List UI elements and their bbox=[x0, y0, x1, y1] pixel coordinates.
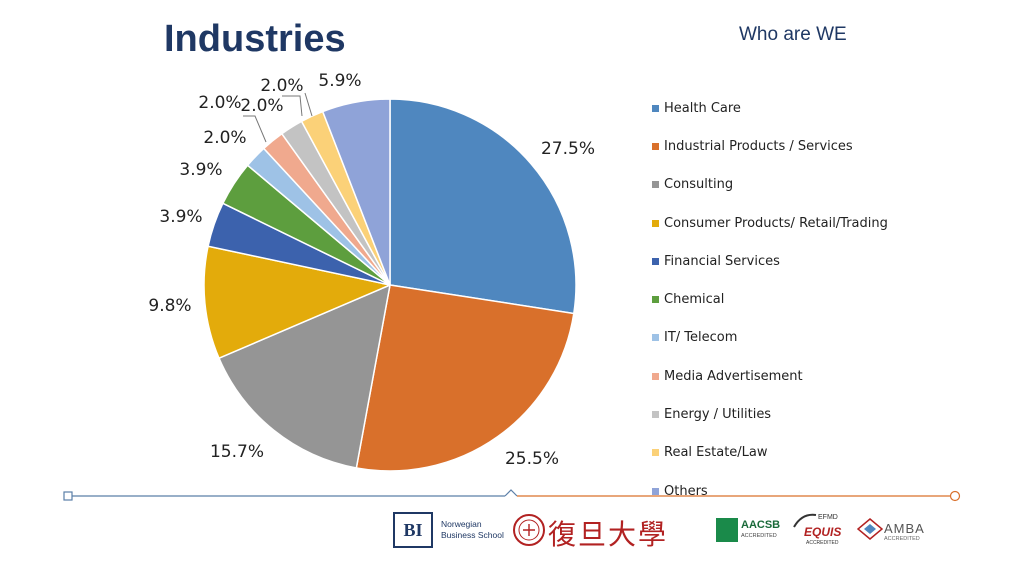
data-label-consumer-products-retail-trading: 9.8% bbox=[148, 296, 191, 316]
legend-label: Energy / Utilities bbox=[664, 407, 772, 423]
data-label-real-estate-law: 2.0% bbox=[260, 76, 303, 96]
legend-label: Media Advertisement bbox=[664, 368, 803, 384]
divider-end-circle bbox=[949, 490, 961, 502]
legend-swatch bbox=[652, 296, 659, 304]
pie-slice-consumer-products-retail-trading bbox=[203, 245, 393, 360]
legend-swatch bbox=[652, 487, 659, 495]
legend-swatch bbox=[652, 411, 659, 419]
legend-item-consulting: Consulting bbox=[652, 166, 888, 204]
legend-swatch bbox=[652, 104, 659, 112]
legend-item-financial-services: Financial Services bbox=[652, 242, 888, 280]
data-label-energy-utilities: 2.0% bbox=[198, 93, 241, 113]
equis-efmd-text: EFMD bbox=[818, 514, 838, 521]
data-label-media-advertisement: 2.0% bbox=[240, 96, 283, 116]
legend-item-it-telecom: IT/ Telecom bbox=[652, 319, 888, 357]
data-label-industrial-products-services: 25.5% bbox=[505, 449, 559, 469]
leader-line bbox=[282, 95, 303, 117]
legend-item-health-care: Health Care bbox=[652, 89, 888, 127]
fudan-seal-icon bbox=[513, 514, 545, 546]
legend-label: Industrial Products / Services bbox=[664, 138, 853, 154]
legend-label: Real Estate/Law bbox=[664, 445, 768, 461]
legend-item-real-estate-law: Real Estate/Law bbox=[652, 434, 888, 472]
bi-logo: BI bbox=[393, 512, 433, 548]
amba-logo-text: AMBA bbox=[884, 521, 925, 536]
legend-label: Chemical bbox=[664, 292, 725, 308]
data-label-others: 5.9% bbox=[318, 71, 361, 91]
data-label-chemical: 3.9% bbox=[179, 160, 222, 180]
legend-swatch bbox=[652, 372, 659, 380]
legend-label: Consulting bbox=[664, 177, 734, 193]
legend-label: Others bbox=[664, 483, 708, 499]
pie-slice-health-care bbox=[389, 98, 577, 315]
leader-line bbox=[243, 115, 267, 143]
pie-slice-others bbox=[321, 98, 391, 286]
legend-item-consumer-products-retail-trading: Consumer Products/ Retail/Trading bbox=[652, 204, 888, 242]
section-tagline: Who are WE bbox=[739, 24, 847, 45]
legend-label: Consumer Products/ Retail/Trading bbox=[664, 215, 888, 231]
legend-swatch bbox=[652, 219, 659, 227]
divider-start-square bbox=[63, 491, 73, 501]
data-label-health-care: 27.5% bbox=[541, 139, 595, 159]
bi-school-name: Norwegian Business School bbox=[441, 519, 504, 540]
legend-label: Financial Services bbox=[664, 253, 780, 269]
pie-chart: 27.5%25.5%15.7%9.8%3.9%3.9%2.0%2.0%2.0%2… bbox=[148, 71, 595, 472]
equis-swoosh-icon bbox=[793, 513, 817, 528]
legend-item-media-advertisement: Media Advertisement bbox=[652, 357, 888, 395]
legend-swatch bbox=[652, 142, 659, 150]
legend-label: Health Care bbox=[664, 100, 741, 116]
data-label-financial-services: 3.9% bbox=[159, 207, 202, 227]
page-title: Industries bbox=[164, 18, 346, 60]
pie-slice-industrial-products-services bbox=[355, 284, 575, 472]
amba-diamond-icon bbox=[857, 518, 883, 540]
legend-item-chemical: Chemical bbox=[652, 280, 888, 318]
amba-accredited-text: ACCREDITED bbox=[884, 536, 920, 542]
aacsb-logo-mark bbox=[716, 518, 738, 542]
legend-swatch bbox=[652, 181, 659, 189]
legend-swatch bbox=[652, 257, 659, 265]
pie-slice-consulting bbox=[218, 283, 391, 469]
legend-label: IT/ Telecom bbox=[664, 330, 738, 346]
data-label-consulting: 15.7% bbox=[210, 442, 264, 462]
chart-legend: Health Care Industrial Products / Service… bbox=[652, 89, 888, 510]
aacsb-logo-text: AACSB ACCREDITED bbox=[741, 519, 781, 540]
equis-logo-text: EQUIS bbox=[804, 525, 842, 539]
legend-item-others: Others bbox=[652, 472, 888, 510]
legend-swatch bbox=[652, 449, 659, 457]
fudan-wordmark: 復旦大學 bbox=[548, 518, 669, 551]
leader-line bbox=[304, 92, 313, 117]
legend-swatch bbox=[652, 334, 659, 342]
legend-item-energy-utilities: Energy / Utilities bbox=[652, 395, 888, 433]
legend-item-industrial-products-services: Industrial Products / Services bbox=[652, 127, 888, 165]
equis-accredited-text: ACCREDITED bbox=[806, 540, 839, 546]
data-label-it-telecom: 2.0% bbox=[203, 128, 246, 148]
